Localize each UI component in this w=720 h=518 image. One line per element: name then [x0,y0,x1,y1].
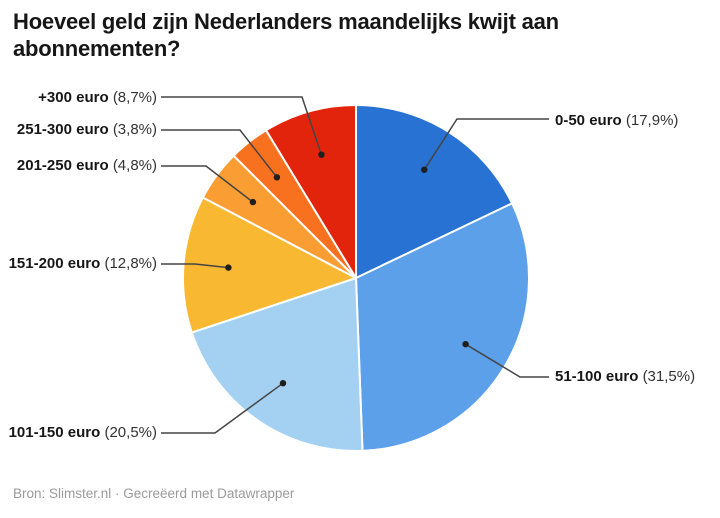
pie-slice-101-150-euro [190,277,364,452]
callout-connector-dot [421,166,428,173]
callout-connector-dot [279,380,287,387]
callout-connector-line [161,96,323,155]
callout-label-201-250-euro: 201-250 euro (4,8%) [17,157,157,175]
callout-connector-dot [462,341,469,348]
callout-connector-line [161,165,254,203]
slice-percent-label: (4,8%) [112,157,157,174]
slice-percent-label: (31,5%) [642,368,696,385]
slice-range-label: 0-50 euro [555,112,622,129]
slice-percent-label: (17,9%) [625,112,679,129]
callout-connector-dot [225,264,232,271]
callout-connector-line [161,263,229,269]
slice-percent-label: (12,8%) [104,255,157,272]
slice-range-label: 101-150 euro [8,424,101,441]
callout-connector-dot [273,174,281,181]
slice-range-label: +300 euro [38,89,109,106]
callout-connector-line [161,382,284,434]
slice-range-label: 51-100 euro [555,368,639,385]
chart-title: Hoeveel geld zijn Nederlanders maandelij… [13,9,559,61]
callout-label-0-50-euro: 0-50 euro (17,9%) [555,112,678,130]
slice-percent-label: (8,7%) [112,89,157,106]
source-attribution: Bron: Slimster.nl · Gecreëerd met Datawr… [13,486,295,501]
callout-connector-dot [249,198,257,206]
callout-label-151-200-euro: 151-200 euro (12,8%) [9,255,157,273]
slice-percent-label: (3,8%) [112,121,157,138]
callout-connector-line [423,118,549,171]
callout-label-plus-300-euro: +300 euro (8,7%) [38,89,157,107]
slice-range-label: 201-250 euro [16,157,109,174]
callout-label-251-300-euro: 251-300 euro (3,8%) [17,121,157,139]
pie-slice-300-euro [265,104,357,279]
callout-connector-line [161,129,278,178]
callout-label-101-150-euro: 101-150 euro (20,5%) [9,424,157,442]
slice-percent-label: (20,5%) [104,424,157,441]
callout-connector-line [465,343,549,378]
slice-range-label: 251-300 euro [16,121,109,138]
callout-label-51-100-euro: 51-100 euro (31,5%) [555,368,695,386]
slice-range-label: 151-200 euro [8,255,101,272]
callout-connector-dot [318,151,325,158]
